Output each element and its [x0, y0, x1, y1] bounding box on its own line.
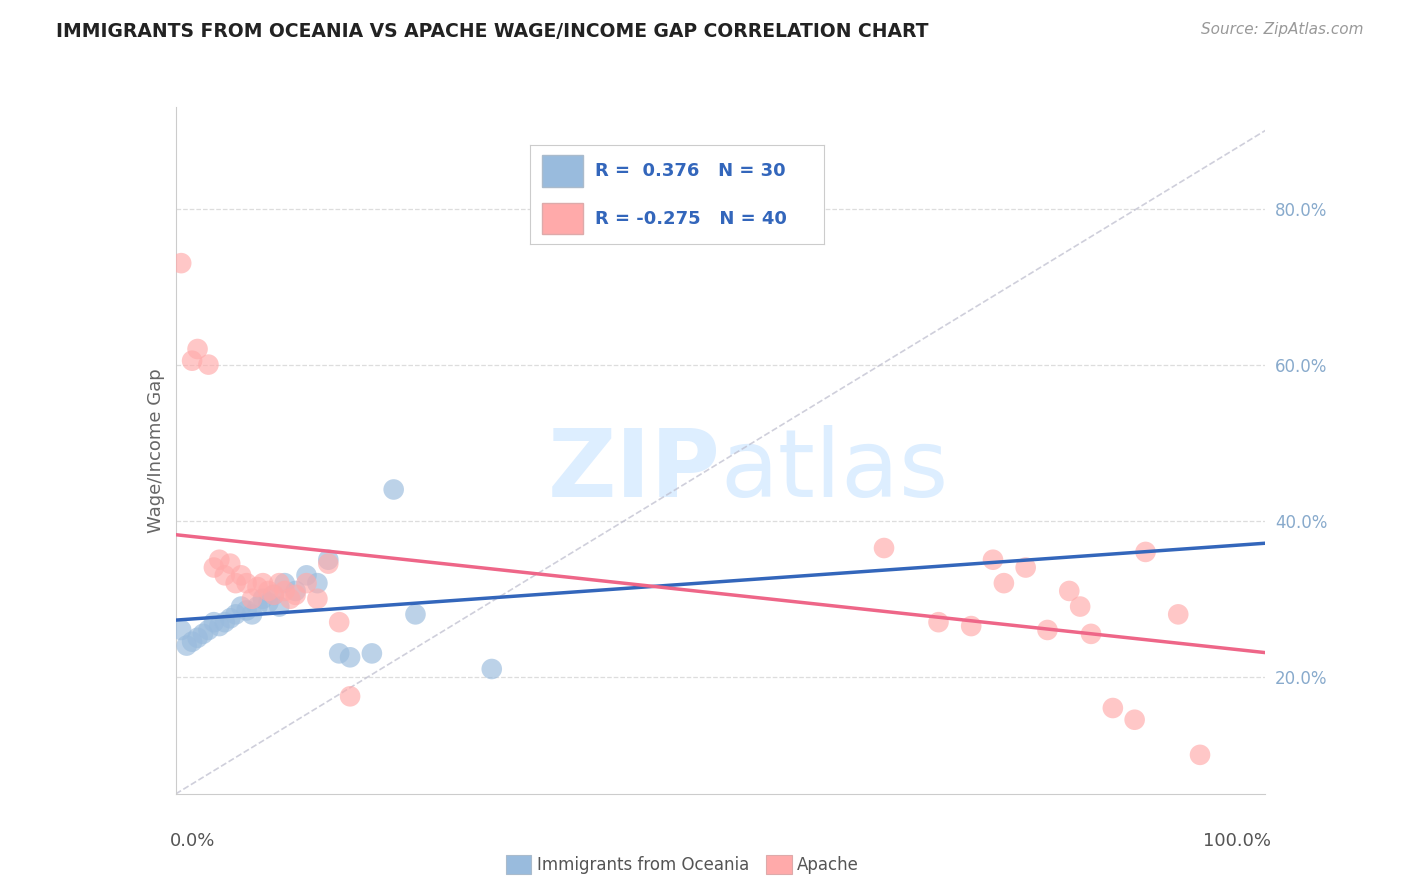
Point	[328, 646, 350, 660]
Point	[339, 650, 361, 665]
Point	[1080, 627, 1102, 641]
Point	[181, 353, 204, 368]
Point	[252, 576, 274, 591]
Point	[202, 560, 225, 574]
Point	[269, 599, 291, 614]
Point	[928, 615, 950, 630]
Point	[1069, 599, 1091, 614]
Point	[186, 631, 209, 645]
Point	[252, 591, 274, 606]
Point	[208, 552, 231, 567]
Point	[219, 611, 242, 625]
Point	[257, 583, 280, 598]
Point	[295, 568, 318, 582]
Point	[186, 342, 209, 356]
Point	[219, 557, 242, 571]
Text: Source: ZipAtlas.com: Source: ZipAtlas.com	[1201, 22, 1364, 37]
Point	[873, 541, 896, 555]
Y-axis label: Wage/Income Gap: Wage/Income Gap	[146, 368, 165, 533]
Point	[318, 552, 340, 567]
Point	[170, 623, 193, 637]
Point	[1167, 607, 1189, 622]
Point	[274, 583, 297, 598]
Point	[202, 615, 225, 630]
Point	[214, 615, 236, 630]
Text: Apache: Apache	[797, 856, 859, 874]
Text: 0.0%: 0.0%	[170, 831, 215, 850]
Point	[960, 619, 983, 633]
Point	[405, 607, 427, 622]
Point	[176, 639, 198, 653]
Text: R =  0.376   N = 30: R = 0.376 N = 30	[595, 161, 785, 179]
Point	[328, 615, 350, 630]
Point	[208, 619, 231, 633]
Point	[263, 588, 285, 602]
Point	[274, 576, 297, 591]
Point	[235, 603, 257, 617]
Point	[1059, 583, 1081, 598]
Text: IMMIGRANTS FROM OCEANIA VS APACHE WAGE/INCOME GAP CORRELATION CHART: IMMIGRANTS FROM OCEANIA VS APACHE WAGE/I…	[56, 22, 929, 41]
Point	[246, 580, 269, 594]
Point	[246, 599, 269, 614]
Point	[181, 634, 204, 648]
Point	[481, 662, 503, 676]
Point	[1135, 545, 1157, 559]
Point	[1015, 560, 1038, 574]
Point	[231, 599, 253, 614]
Point	[197, 358, 219, 372]
Point	[382, 483, 405, 497]
Text: R = -0.275   N = 40: R = -0.275 N = 40	[595, 210, 786, 227]
Point	[191, 627, 214, 641]
Point	[225, 607, 247, 622]
Text: atlas: atlas	[721, 425, 949, 517]
Point	[214, 568, 236, 582]
Point	[307, 576, 329, 591]
Point	[284, 588, 307, 602]
Text: 100.0%: 100.0%	[1204, 831, 1271, 850]
Point	[307, 591, 329, 606]
Text: Immigrants from Oceania: Immigrants from Oceania	[537, 856, 749, 874]
Point	[225, 576, 247, 591]
FancyBboxPatch shape	[541, 155, 583, 186]
Point	[1102, 701, 1125, 715]
Point	[318, 557, 340, 571]
Point	[257, 596, 280, 610]
Point	[235, 576, 257, 591]
Point	[295, 576, 318, 591]
Point	[269, 576, 291, 591]
FancyBboxPatch shape	[541, 202, 583, 235]
Point	[993, 576, 1015, 591]
Point	[1123, 713, 1146, 727]
Point	[197, 623, 219, 637]
Point	[361, 646, 384, 660]
Text: ZIP: ZIP	[548, 425, 721, 517]
Point	[170, 256, 193, 270]
Point	[240, 607, 263, 622]
Point	[278, 591, 301, 606]
Point	[339, 690, 361, 704]
Point	[284, 583, 307, 598]
Point	[981, 552, 1004, 567]
Point	[1036, 623, 1059, 637]
Point	[240, 591, 263, 606]
Point	[1189, 747, 1212, 762]
Point	[263, 588, 285, 602]
Point	[231, 568, 253, 582]
